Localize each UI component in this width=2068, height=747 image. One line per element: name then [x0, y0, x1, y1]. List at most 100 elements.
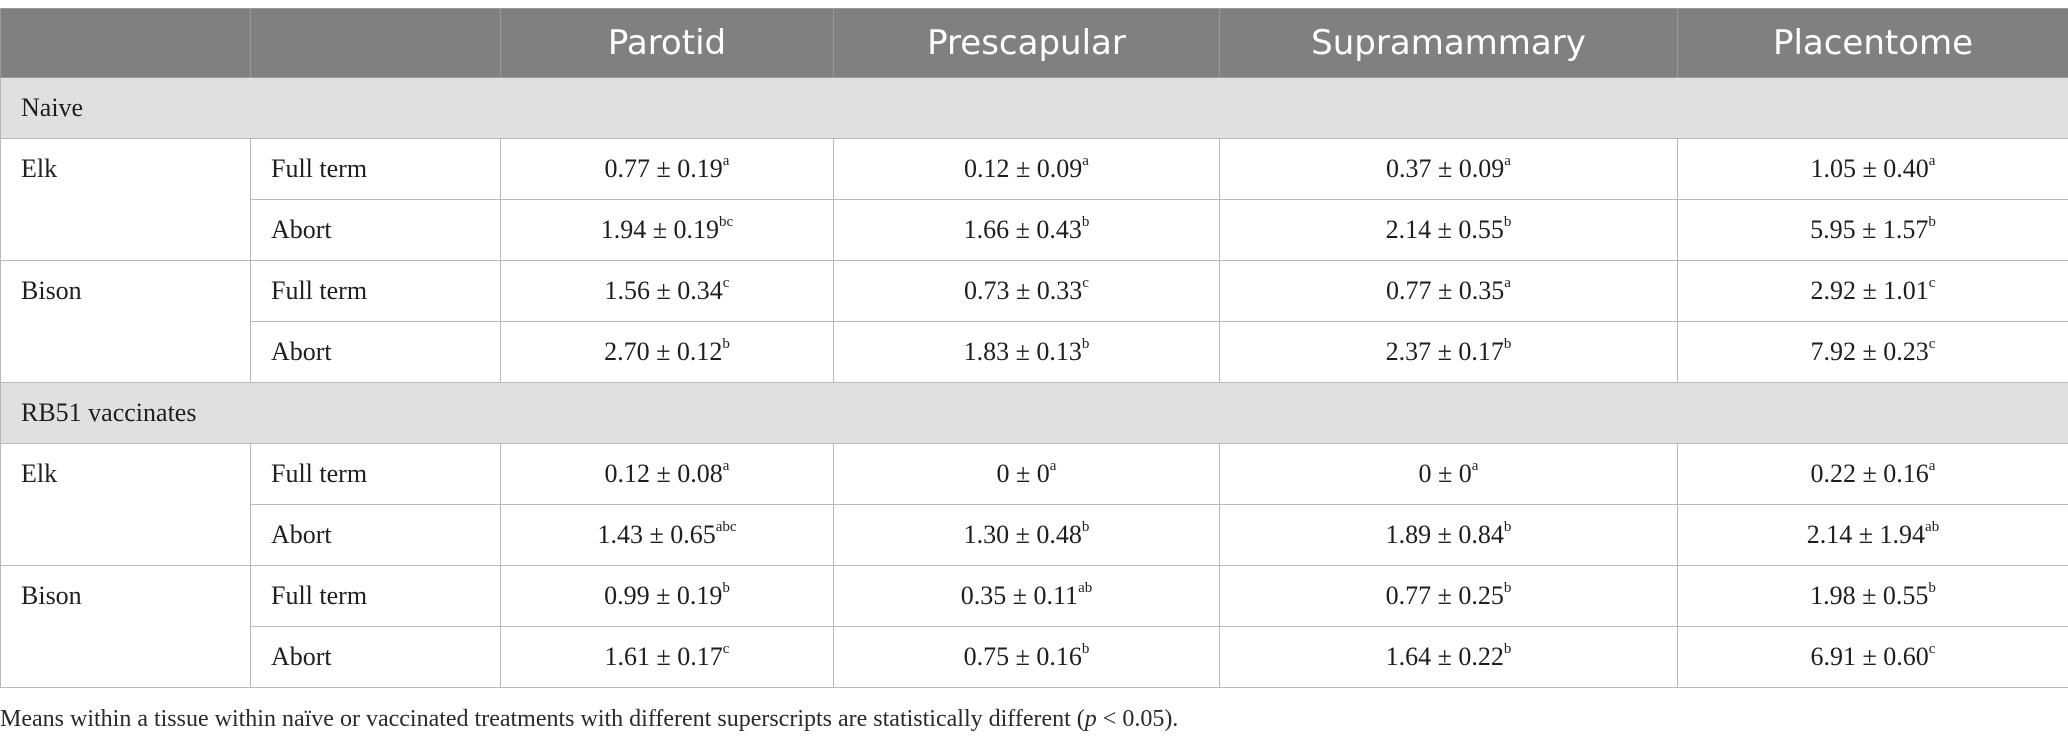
table-row: Elk Full term 0.77 ± 0.19a 0.12 ± 0.09a 0.37… [0, 138, 2068, 261]
outcome-cell: Full term [250, 565, 501, 627]
parotid-value-cell: 1.61 ± 0.17c [500, 626, 834, 688]
outcome-cell: Full term [250, 260, 501, 322]
outcome-cell: Abort [250, 199, 501, 261]
mean-sd-value: 1.43 ± 0.65 [597, 520, 716, 549]
supramammary-value-cell: 0.77 ± 0.35a [1219, 260, 1678, 322]
table-row: Abort 2.70 ± 0.12b 1.83 ± 0.13b 2.37 ± 0.17… [1, 321, 2068, 383]
supramammary-value-cell: 2.37 ± 0.17b [1219, 321, 1678, 383]
mean-sd-value: 2.14 ± 1.94 [1806, 520, 1926, 549]
header-supramammary: Supramammary [1219, 8, 1678, 78]
significance-superscript: c [1082, 275, 1089, 292]
table-row: Abort 1.94 ± 0.19bc 1.66 ± 0.43b 2.14 ± 0.5… [1, 199, 2068, 261]
parotid-value-cell: 0.77 ± 0.19a [500, 138, 834, 200]
supramammary-value-cell: 2.14 ± 0.55b [1219, 199, 1678, 261]
section-label: RB51 vaccinates [0, 382, 2068, 444]
significance-superscript: b [1928, 580, 1936, 597]
section-label: Naive [0, 77, 2068, 139]
mean-sd-value: 1.83 ± 0.13 [963, 337, 1082, 366]
prescapular-value-cell: 0.75 ± 0.16b [833, 626, 1220, 688]
mean-sd-value: 1.61 ± 0.17 [604, 642, 723, 671]
mean-sd-value: 2.37 ± 0.17 [1385, 337, 1504, 366]
table-row: Elk Full term 0.12 ± 0.08a 0 ± 0a 0 ± 0a 0.22… [0, 443, 2068, 566]
parotid-value-cell: 1.56 ± 0.34c [500, 260, 834, 322]
mean-sd-value: 1.64 ± 0.22 [1385, 642, 1504, 671]
mean-sd-value: 0.37 ± 0.09 [1386, 154, 1505, 183]
significance-superscript: b [1503, 580, 1512, 597]
significance-superscript: b [1503, 519, 1512, 536]
significance-superscript: a [1504, 153, 1511, 170]
mean-sd-value: 0.75 ± 0.16 [963, 642, 1082, 671]
significance-superscript: b [1928, 214, 1936, 231]
mean-sd-value: 1.05 ± 0.40 [1810, 154, 1929, 183]
table-footnote: Means within a tissue within naïve or va… [0, 706, 1178, 733]
significance-superscript: a [1471, 458, 1479, 475]
prescapular-value-cell: 0.35 ± 0.11ab [833, 565, 1220, 627]
significance-superscript: abc [715, 519, 737, 536]
mean-sd-value: 1.94 ± 0.19 [600, 215, 720, 244]
placentome-value-cell: 6.91 ± 0.60c [1677, 626, 2068, 688]
significance-superscript: ab [1925, 519, 1940, 536]
section-row: Naive [0, 77, 2068, 139]
parotid-value-cell: 0.99 ± 0.19b [500, 565, 834, 627]
species-cell: Elk [0, 138, 251, 261]
footnote-text-after: < 0.05). [1096, 706, 1179, 732]
significance-superscript: b [1081, 641, 1090, 658]
significance-superscript: c [722, 641, 730, 658]
mean-sd-value: 0.77 ± 0.35 [1386, 276, 1505, 305]
mean-sd-value: 2.70 ± 0.12 [604, 337, 723, 366]
mean-sd-value: 1.66 ± 0.43 [963, 215, 1082, 244]
header-prescapular: Prescapular [833, 8, 1220, 78]
significance-superscript: ab [1078, 580, 1093, 597]
header-placentome: Placentome [1677, 8, 2068, 78]
table-container: Parotid Prescapular Supramammary Placent… [0, 8, 2068, 688]
significance-superscript: a [1928, 458, 1936, 475]
mean-sd-value: 1.30 ± 0.48 [963, 520, 1082, 549]
prescapular-value-cell: 0.12 ± 0.09a [833, 138, 1220, 200]
mean-sd-value: 0 ± 0 [1418, 459, 1472, 488]
significance-superscript: b [1503, 336, 1512, 353]
table-body: Naive Elk Full term 0.77 ± 0.19a 0.12 ± 0.09… [0, 77, 2068, 688]
mean-sd-value: 0.35 ± 0.11 [960, 581, 1079, 610]
placentome-value-cell: 7.92 ± 0.23c [1677, 321, 2068, 383]
outcome-cell: Abort [250, 626, 501, 688]
significance-superscript: bc [719, 214, 734, 231]
significance-superscript: b [1503, 641, 1512, 658]
table-row: Abort 1.43 ± 0.65abc 1.30 ± 0.48b 1.89 ± 0.… [1, 504, 2068, 566]
mean-sd-value: 6.91 ± 0.60 [1810, 642, 1929, 671]
outcome-cell: Abort [250, 504, 501, 566]
mean-sd-value: 0.12 ± 0.09 [964, 154, 1083, 183]
prescapular-value-cell: 0 ± 0a [833, 443, 1220, 505]
placentome-value-cell: 1.98 ± 0.55b [1677, 565, 2068, 627]
header-row: Parotid Prescapular Supramammary Placent… [0, 8, 2068, 78]
mean-sd-value: 7.92 ± 0.23 [1810, 337, 1929, 366]
species-cell: Bison [0, 565, 251, 688]
table-row: Bison Full term 1.56 ± 0.34c 0.73 ± 0.33c 0.… [0, 260, 2068, 383]
mean-sd-value: 0 ± 0 [996, 459, 1050, 488]
outcome-cell: Abort [250, 321, 501, 383]
prescapular-value-cell: 1.66 ± 0.43b [833, 199, 1220, 261]
data-table: Parotid Prescapular Supramammary Placent… [0, 8, 2068, 688]
footnote-p-symbol: p [1084, 706, 1097, 732]
supramammary-value-cell: 0.37 ± 0.09a [1219, 138, 1678, 200]
significance-superscript: b [1081, 519, 1090, 536]
significance-superscript: a [1504, 275, 1511, 292]
supramammary-value-cell: 1.64 ± 0.22b [1219, 626, 1678, 688]
supramammary-value-cell: 0.77 ± 0.25b [1219, 565, 1678, 627]
header-blank-species [0, 8, 251, 78]
prescapular-value-cell: 0.73 ± 0.33c [833, 260, 1220, 322]
prescapular-value-cell: 1.83 ± 0.13b [833, 321, 1220, 383]
species-cell: Bison [0, 260, 251, 383]
species-cell: Elk [0, 443, 251, 566]
outcome-cell: Full term [250, 443, 501, 505]
table-row: Abort 1.61 ± 0.17c 0.75 ± 0.16b 1.64 ± 0.22… [1, 626, 2068, 688]
prescapular-value-cell: 1.30 ± 0.48b [833, 504, 1220, 566]
mean-sd-value: 0.77 ± 0.25 [1385, 581, 1504, 610]
placentome-value-cell: 5.95 ± 1.57b [1677, 199, 2068, 261]
mean-sd-value: 5.95 ± 1.57 [1810, 215, 1929, 244]
placentome-value-cell: 0.22 ± 0.16a [1677, 443, 2068, 505]
placentome-value-cell: 2.92 ± 1.01c [1677, 260, 2068, 322]
significance-superscript: c [1928, 275, 1936, 292]
significance-superscript: a [722, 458, 730, 475]
significance-superscript: b [1503, 214, 1512, 231]
significance-superscript: c [1928, 336, 1936, 353]
